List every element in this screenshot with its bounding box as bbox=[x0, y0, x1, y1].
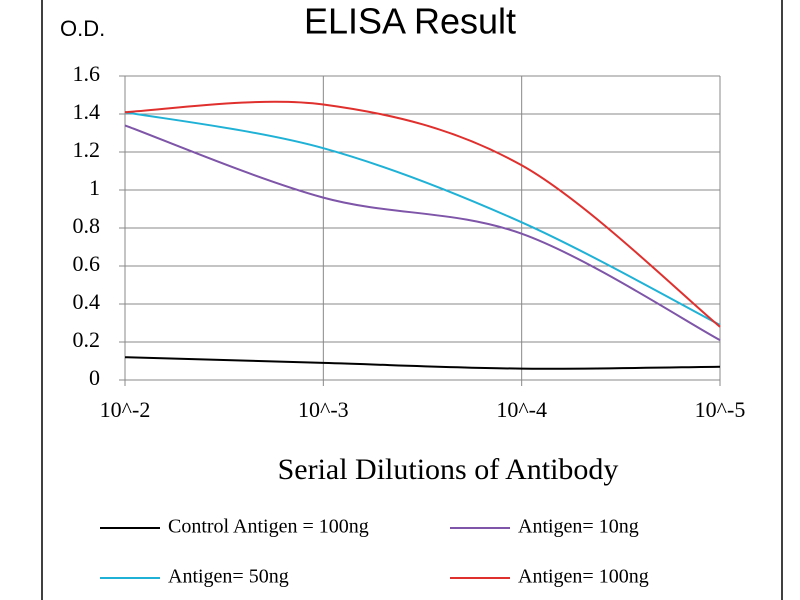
legend-label: Antigen= 100ng bbox=[518, 566, 649, 588]
y-tick-label: 0.6 bbox=[73, 251, 101, 276]
series-line bbox=[124, 356, 721, 370]
y-tick-label: 1.4 bbox=[73, 99, 101, 124]
x-tick-label: 10^-5 bbox=[695, 397, 746, 422]
legend-label: Antigen= 10ng bbox=[518, 516, 639, 538]
y-tick-label: 0.8 bbox=[73, 213, 101, 238]
y-tick-label: 1.2 bbox=[73, 137, 101, 162]
legend-label: Antigen= 50ng bbox=[168, 566, 289, 588]
chart-title: ELISA Result bbox=[304, 1, 516, 42]
y-axis-label: O.D. bbox=[60, 16, 105, 41]
x-tick-label: 10^-3 bbox=[298, 397, 349, 422]
series-line bbox=[124, 100, 721, 328]
x-axis-label: Serial Dilutions of Antibody bbox=[278, 453, 619, 486]
y-tick-label: 1 bbox=[89, 175, 100, 200]
y-tick-label: 0 bbox=[89, 365, 100, 390]
y-tick-label: 0.2 bbox=[73, 327, 101, 352]
y-tick-label: 1.6 bbox=[73, 61, 101, 86]
y-tick-label: 0.4 bbox=[73, 289, 101, 314]
legend-label: Control Antigen = 100ng bbox=[168, 516, 369, 538]
x-tick-label: 10^-4 bbox=[496, 397, 547, 422]
series-line bbox=[124, 111, 721, 326]
series-line bbox=[124, 124, 721, 341]
x-tick-label: 10^-2 bbox=[100, 397, 151, 422]
